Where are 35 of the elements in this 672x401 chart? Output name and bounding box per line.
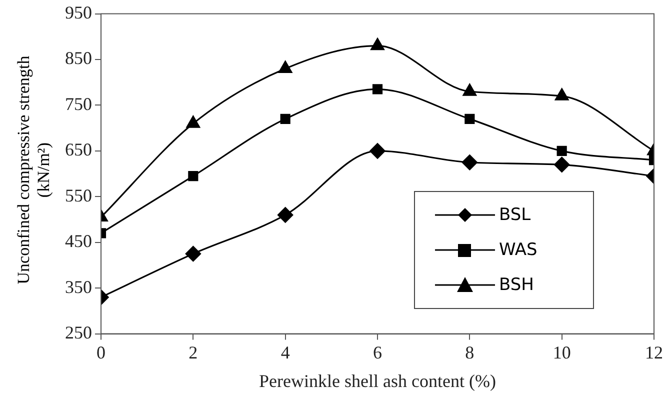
x-tick-label: 0 xyxy=(96,342,106,362)
point xyxy=(554,88,569,100)
point xyxy=(185,246,201,262)
legend-label: BSL xyxy=(499,205,531,226)
x-tick-label: 8 xyxy=(465,342,474,362)
point xyxy=(186,116,200,128)
point xyxy=(464,114,475,124)
point xyxy=(462,84,477,96)
x-tick-label: 4 xyxy=(280,342,290,362)
legend-label: BSH xyxy=(499,274,534,295)
x-axis-title: Perewinkle shell ash content (%) xyxy=(259,370,496,391)
y-tick-label: 850 xyxy=(65,48,92,68)
point xyxy=(554,156,570,172)
y-tick-label: 450 xyxy=(65,231,92,252)
point xyxy=(556,146,567,156)
y-tick-label: 750 xyxy=(65,94,92,114)
point xyxy=(278,60,292,73)
y-tick-label: 550 xyxy=(65,185,92,206)
point xyxy=(462,154,478,170)
point xyxy=(188,171,198,182)
y-tick-label: 950 xyxy=(65,2,92,23)
legend-label: WAS xyxy=(499,240,538,260)
x-tick-label: 12 xyxy=(645,342,663,362)
point xyxy=(370,143,386,159)
x-tick-label: 2 xyxy=(188,342,198,362)
y-tick-label: 650 xyxy=(65,140,92,160)
point xyxy=(280,114,290,124)
y-axis-title: Unconfined compressive strength (kN/m²) xyxy=(14,54,54,286)
x-tick-label: 6 xyxy=(373,342,382,362)
point xyxy=(372,84,383,94)
point xyxy=(370,38,384,50)
y-tick-label: 350 xyxy=(65,276,92,297)
point xyxy=(278,207,294,223)
x-tick-label: 10 xyxy=(552,342,571,362)
y-tick-label: 250 xyxy=(65,322,92,343)
